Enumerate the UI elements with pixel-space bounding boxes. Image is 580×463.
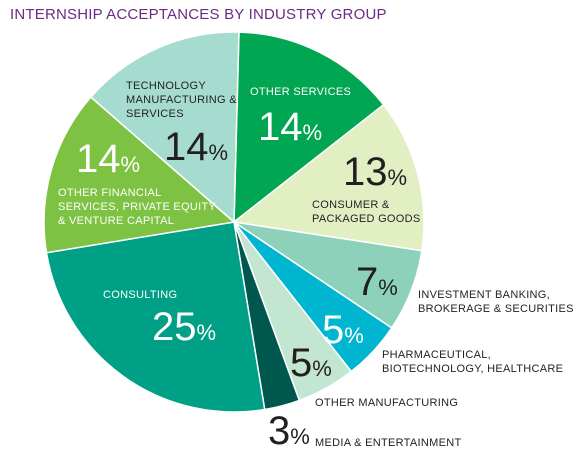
value-label-media-and-entertainment: 3%: [268, 409, 310, 453]
category-label-investment-banking-brokerage-and-securities: INVESTMENT BANKING, BROKERAGE & SECURITIE…: [418, 289, 574, 315]
value-label-technology-manufacturing-and-services: 14%: [164, 125, 228, 169]
category-label-consumer-and-packaged-goods: CONSUMER & PACKAGED GOODS: [312, 199, 421, 225]
value-label-consulting: 25%: [152, 305, 216, 349]
slice-technology-manufacturing-and-services: [89, 31, 240, 224]
pie-slices: [43, 31, 425, 413]
category-label-pharmaceutical-biotechnology-healthcare: PHARMACEUTICAL, BIOTECHNOLOGY, HEALTHCARE: [382, 349, 563, 375]
value-label-pharmaceutical-biotechnology-healthcare: 5%: [322, 308, 364, 352]
slice-consumer-and-packaged-goods: [232, 103, 425, 252]
value-label-consumer-and-packaged-goods: 13%: [343, 150, 407, 194]
value-label-investment-banking-brokerage-and-securities: 7%: [356, 260, 398, 304]
category-label-technology-manufacturing-and-services: TECHNOLOGY MANUFACTURING & SERVICES: [126, 80, 237, 120]
slice-consulting: [45, 221, 266, 413]
category-label-other-financial-services-private-equity-and-venture-capital: OTHER FINANCIAL SERVICES, PRIVATE EQUITY &…: [58, 187, 217, 227]
pie-labels: 14% OTHER SERVICES 13% CONSUMER & PACKAGED G…: [58, 80, 574, 453]
slice-other-services: [233, 31, 385, 224]
category-label-other-services: OTHER SERVICES: [250, 86, 351, 98]
value-label-other-manufacturing: 5%: [290, 341, 332, 385]
category-label-other-manufacturing: OTHER MANUFACTURING: [315, 397, 458, 409]
category-label-consulting: CONSULTING: [103, 289, 177, 301]
value-label-other-services: 14%: [258, 105, 322, 149]
chart-title: INTERNSHIP ACCEPTANCES BY INDUSTRY GROUP: [10, 6, 387, 23]
category-label-media-and-entertainment: MEDIA & ENTERTAINMENT: [315, 437, 461, 449]
slice-other-financial-services-private-equity-and-venture-capital: [43, 96, 236, 254]
value-label-other-financial-services-private-equity-and-venture-capital: 14%: [76, 137, 140, 181]
